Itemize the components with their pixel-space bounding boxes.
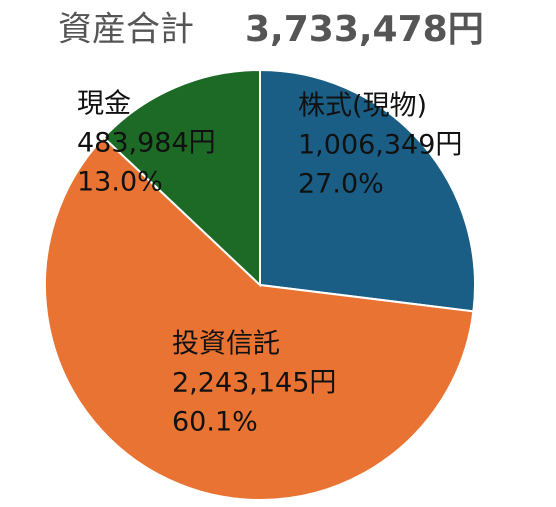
percent-label: 13.0% <box>77 167 163 198</box>
value-label: 1,006,349円 <box>298 130 462 161</box>
percent-label: 27.0% <box>298 169 384 200</box>
chart-title: 資産合計 <box>58 10 194 50</box>
slice-name: 現金 <box>77 89 131 120</box>
pie-slice <box>259 68 476 313</box>
value-label: 2,243,145円 <box>172 368 336 399</box>
slice-name: 投資信託 <box>172 329 280 360</box>
total-label: 3,733,478円 <box>245 9 484 50</box>
value-label: 483,984円 <box>77 128 216 159</box>
pie-slice <box>102 68 261 288</box>
percent-label: 60.1% <box>172 407 258 438</box>
slice-name: 株式(現物) <box>298 91 427 122</box>
pie-slice <box>44 136 475 501</box>
